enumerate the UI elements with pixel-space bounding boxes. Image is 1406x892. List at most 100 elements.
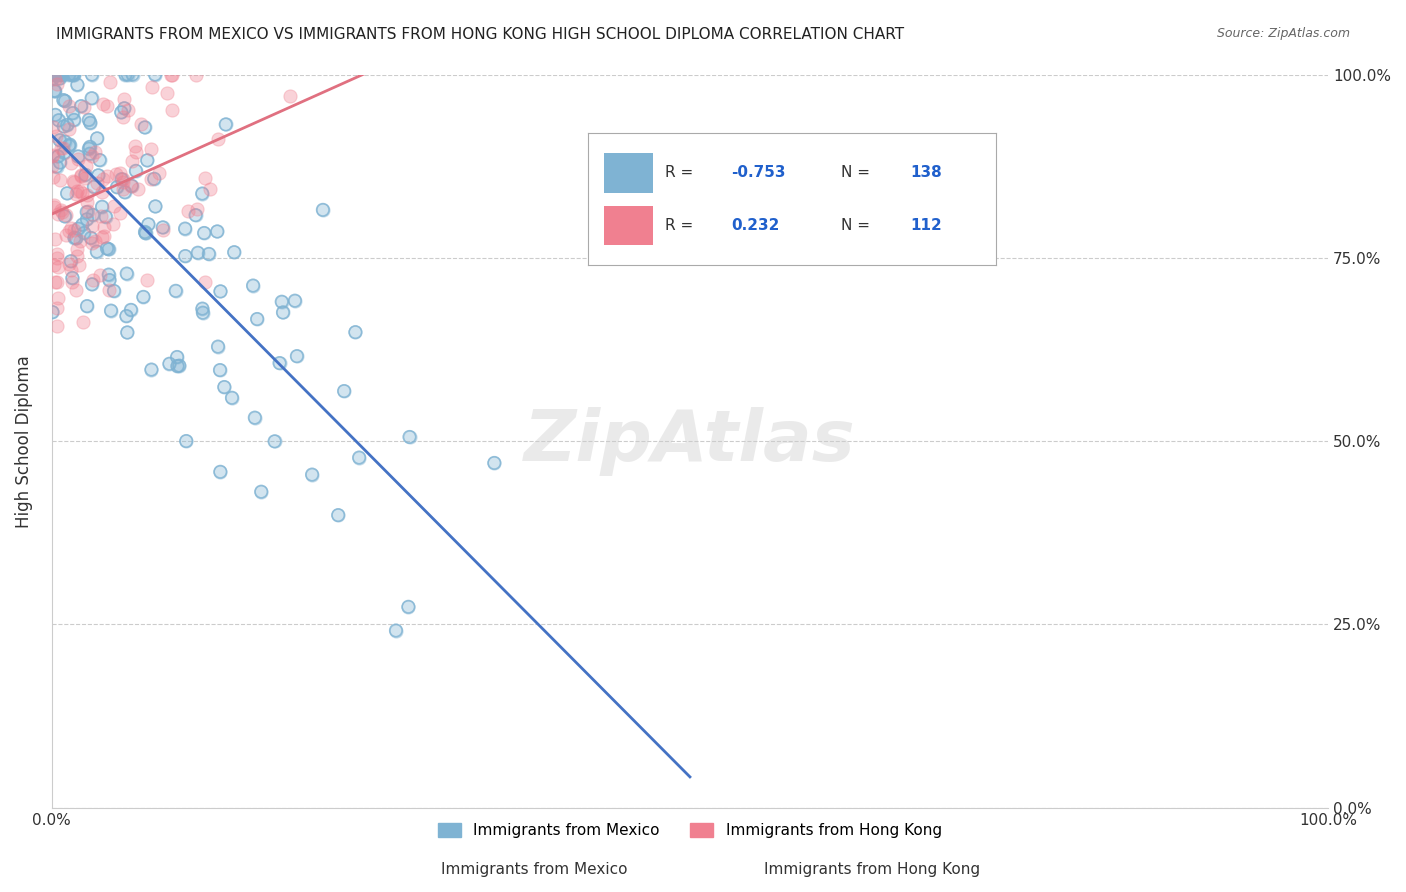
Point [215, 118, 238, 132]
Point [205, 225, 228, 239]
Point [63, 68, 86, 82]
Point [62, 68, 84, 82]
Point [76, 299, 98, 313]
Point [242, 278, 264, 293]
Point [121, 153, 143, 168]
Point [115, 267, 138, 281]
Point [48, 133, 70, 147]
Point [72, 218, 94, 232]
Point [312, 202, 335, 217]
Point [136, 153, 159, 168]
Point [49, 155, 72, 169]
Point [67, 149, 90, 163]
Point [141, 362, 163, 376]
Point [214, 380, 236, 394]
Point [86, 131, 108, 145]
Point [347, 450, 370, 465]
Point [166, 350, 188, 364]
Point [79, 146, 101, 161]
Point [45, 68, 67, 82]
Point [125, 164, 148, 178]
Point [69, 234, 91, 248]
Point [143, 68, 166, 82]
Point [49, 155, 72, 169]
Point [66, 78, 89, 92]
Point [87, 169, 110, 183]
Point [160, 68, 183, 82]
Point [103, 284, 125, 298]
Point [60, 221, 83, 235]
Point [69, 185, 91, 199]
Point [46, 246, 69, 260]
Point [120, 302, 142, 317]
Point [42, 148, 65, 162]
Point [93, 229, 115, 244]
Point [125, 164, 148, 178]
Point [271, 305, 294, 319]
Point [139, 142, 162, 156]
Point [398, 430, 420, 444]
Point [62, 271, 84, 285]
Point [91, 185, 114, 199]
Point [62, 68, 84, 82]
Point [53, 145, 76, 160]
Point [246, 312, 269, 326]
Point [62, 106, 84, 120]
Point [58, 138, 80, 153]
Point [80, 91, 103, 105]
Point [63, 230, 86, 244]
Point [114, 68, 136, 82]
Point [398, 430, 420, 444]
Point [89, 153, 111, 167]
Point [166, 359, 188, 373]
Point [333, 384, 356, 398]
Point [312, 202, 335, 217]
Point [263, 434, 285, 449]
Legend: Immigrants from Mexico, Immigrants from Hong Kong: Immigrants from Mexico, Immigrants from … [432, 817, 948, 844]
Point [115, 309, 138, 323]
Point [285, 349, 308, 363]
Point [63, 112, 86, 127]
Point [246, 312, 269, 326]
Point [160, 103, 183, 117]
Point [127, 181, 149, 195]
Point [208, 363, 231, 377]
Point [194, 275, 217, 289]
Point [79, 116, 101, 130]
Point [166, 350, 188, 364]
Point [250, 484, 273, 499]
Point [187, 245, 209, 260]
Point [91, 171, 114, 186]
Point [77, 142, 100, 156]
Point [44, 84, 66, 98]
Point [83, 179, 105, 194]
Point [80, 231, 103, 245]
Point [82, 272, 104, 286]
Point [121, 68, 143, 82]
Point [60, 68, 83, 82]
Point [197, 247, 219, 261]
Point [42, 68, 65, 82]
Point [347, 450, 370, 465]
Point [174, 434, 197, 448]
Point [165, 284, 187, 298]
Point [100, 75, 122, 89]
Point [132, 290, 155, 304]
Point [44, 275, 66, 289]
Point [49, 140, 72, 154]
Point [214, 380, 236, 394]
Point [143, 68, 166, 82]
Point [58, 257, 80, 271]
Point [174, 221, 197, 235]
Point [94, 210, 117, 224]
Point [246, 312, 269, 326]
Point [209, 285, 232, 299]
Point [80, 231, 103, 245]
Point [79, 146, 101, 161]
Point [97, 243, 120, 257]
Point [86, 131, 108, 145]
Point [112, 175, 135, 189]
Point [191, 186, 214, 201]
Point [159, 68, 181, 82]
Point [76, 187, 98, 202]
